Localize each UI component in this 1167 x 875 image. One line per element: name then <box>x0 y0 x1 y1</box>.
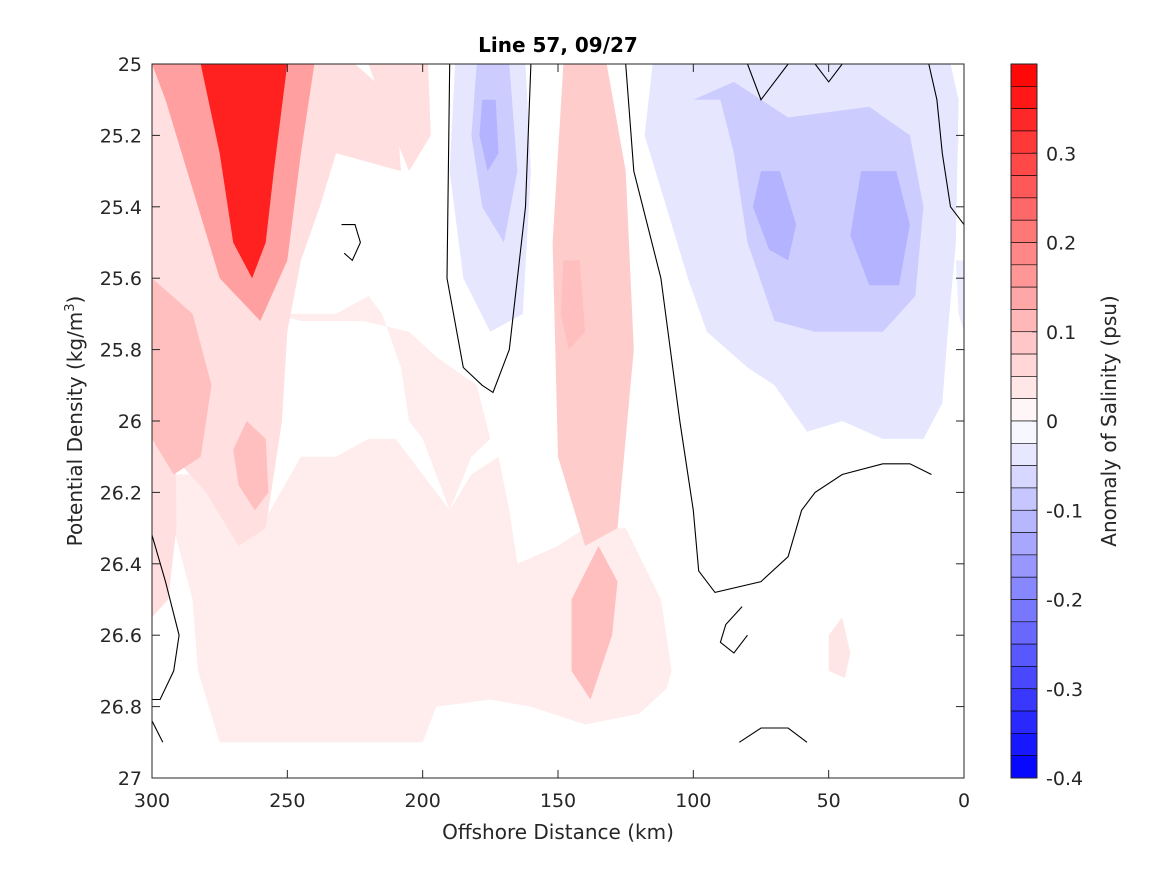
zero-contour-line <box>928 64 964 225</box>
zero-contour-line <box>152 535 180 701</box>
y-tick-label: 25.8 <box>100 340 142 362</box>
y-axis-label-main: Potential Density (kg/m <box>63 312 87 547</box>
colorbar-swatch <box>1010 576 1038 600</box>
y-axis: 25 25.2 25.4 25.6 25.8 26 26.2 26.4 26.6 26.8 27 <box>100 54 964 790</box>
x-tick-label: 0 <box>958 790 970 812</box>
colorbar-tick-label: 0.2 <box>1046 233 1076 255</box>
colorbar-swatch <box>1010 666 1038 690</box>
colorbar-swatch <box>1010 465 1038 489</box>
colorbar-swatch <box>1010 554 1038 578</box>
colorbar-swatch <box>1010 86 1038 109</box>
colorbar-tick-label: -0.1 <box>1046 500 1083 522</box>
positive-anomaly-region <box>828 617 851 678</box>
colorbar-swatch <box>1010 643 1038 667</box>
plot-area <box>151 63 965 779</box>
contour-fill-layer <box>152 64 964 743</box>
y-tick-label: 27 <box>118 768 142 790</box>
zero-contour-line <box>341 224 361 262</box>
colorbar-swatch <box>1010 733 1038 756</box>
zero-contour-line <box>719 606 748 654</box>
x-tick-label: 250 <box>269 790 305 812</box>
colorbar-swatch <box>1010 63 1038 87</box>
colorbar-swatch <box>1010 755 1038 779</box>
y-axis-label-close: ) <box>63 296 87 304</box>
colorbar-swatch <box>1010 353 1038 377</box>
positive-anomaly-region <box>552 64 634 546</box>
x-axis-label: Offshore Distance (km) <box>442 820 674 844</box>
negative-anomaly-region <box>479 99 499 172</box>
colorbar-swatch <box>1010 309 1038 333</box>
colorbar-swatch <box>1010 621 1038 645</box>
zero-contour-layer <box>152 64 964 743</box>
y-tick-label: 25.4 <box>100 197 142 219</box>
colorbar-swatch <box>1010 532 1038 556</box>
x-tick-label: 200 <box>405 790 441 812</box>
colorbar: 0.3 0.2 0.1 0 -0.1 -0.2 -0.3 -0.4 <box>1010 63 1083 790</box>
y-tick-label: 26.6 <box>100 625 142 647</box>
colorbar-tick-label: -0.4 <box>1046 768 1083 790</box>
positive-anomaly-region <box>200 64 288 279</box>
colorbar-swatch <box>1010 443 1038 466</box>
colorbar-tick-label: 0.1 <box>1046 322 1076 344</box>
zero-contour-line <box>814 64 843 83</box>
zero-contour-line <box>446 64 532 394</box>
colorbar-swatch <box>1010 420 1038 444</box>
colorbar-swatch <box>1010 688 1038 712</box>
colorbar-swatch <box>1010 130 1038 154</box>
zero-contour-line <box>625 64 932 594</box>
colorbar-swatch <box>1010 710 1038 734</box>
x-tick-label: 300 <box>134 790 170 812</box>
colorbar-swatch <box>1010 509 1038 533</box>
negative-anomaly-region <box>850 171 910 286</box>
colorbar-tick-label: 0 <box>1046 411 1058 433</box>
positive-anomaly-region <box>560 260 586 350</box>
x-tick-label: 150 <box>540 790 576 812</box>
x-tick-label: 50 <box>817 790 841 812</box>
positive-anomaly-region <box>571 546 618 700</box>
colorbar-swatch <box>1010 175 1038 199</box>
y-tick-label: 25.2 <box>100 125 142 147</box>
colorbar-swatch <box>1010 376 1038 399</box>
colorbar-swatch <box>1010 599 1038 623</box>
colorbar-swatch <box>1010 197 1038 221</box>
y-tick-label: 26.4 <box>100 554 142 576</box>
colorbar-swatch <box>1010 398 1038 422</box>
positive-anomaly-region <box>152 278 212 475</box>
colorbar-tick-label: -0.3 <box>1046 679 1083 701</box>
y-tick-label: 26.8 <box>100 697 142 719</box>
zero-contour-line <box>738 727 808 743</box>
colorbar-tick-label: -0.2 <box>1046 590 1083 612</box>
colorbar-swatch <box>1010 487 1038 511</box>
colorbar-swatch <box>1010 152 1038 176</box>
colorbar-swatch <box>1010 331 1038 355</box>
negative-anomaly-region <box>752 171 797 261</box>
y-axis-label: Potential Density (kg/m3) <box>63 296 87 547</box>
positive-anomaly-region <box>233 421 269 511</box>
positive-anomaly-region <box>368 64 431 172</box>
colorbar-swatch <box>1010 219 1038 243</box>
y-axis-label-sup: 3 <box>63 303 78 311</box>
zero-contour-line <box>746 64 789 101</box>
colorbar-swatch <box>1010 264 1038 288</box>
chart-title: Line 57, 09/27 <box>478 33 638 57</box>
colorbar-swatch <box>1010 286 1038 310</box>
zero-contour-line <box>152 720 164 743</box>
colorbar-label: Anomaly of Salinity (psu) <box>1097 295 1121 546</box>
y-tick-label: 26 <box>118 411 142 433</box>
y-tick-label: 25 <box>118 54 142 76</box>
x-tick-label: 100 <box>675 790 711 812</box>
y-tick-label: 25.6 <box>100 268 142 290</box>
colorbar-tick-label: 0.3 <box>1046 143 1076 165</box>
positive-anomaly-region <box>273 296 491 511</box>
colorbar-swatch <box>1010 242 1038 266</box>
y-tick-label: 26.2 <box>100 482 142 504</box>
x-axis: 300 250 200 150 100 50 0 <box>134 64 970 812</box>
positive-anomaly-region <box>152 438 672 743</box>
colorbar-swatch <box>1010 108 1038 132</box>
